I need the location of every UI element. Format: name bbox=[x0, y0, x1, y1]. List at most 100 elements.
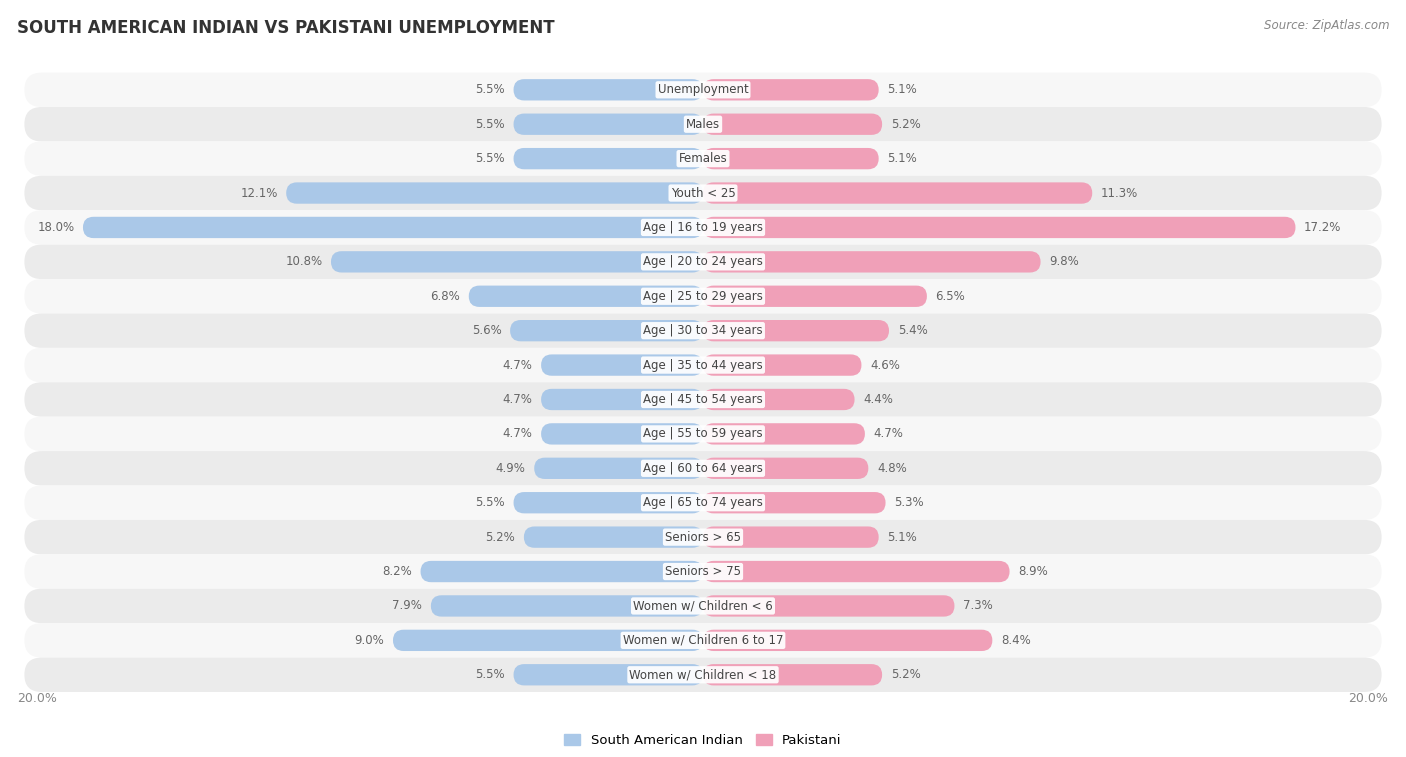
Text: Age | 60 to 64 years: Age | 60 to 64 years bbox=[643, 462, 763, 475]
FancyBboxPatch shape bbox=[703, 285, 927, 307]
Legend: South American Indian, Pakistani: South American Indian, Pakistani bbox=[560, 728, 846, 752]
FancyBboxPatch shape bbox=[24, 279, 1382, 313]
Text: Seniors > 65: Seniors > 65 bbox=[665, 531, 741, 544]
FancyBboxPatch shape bbox=[24, 623, 1382, 658]
Text: 11.3%: 11.3% bbox=[1101, 186, 1137, 200]
Text: 5.1%: 5.1% bbox=[887, 531, 917, 544]
FancyBboxPatch shape bbox=[392, 630, 703, 651]
Text: Women w/ Children < 18: Women w/ Children < 18 bbox=[630, 668, 776, 681]
Text: Age | 55 to 59 years: Age | 55 to 59 years bbox=[643, 428, 763, 441]
FancyBboxPatch shape bbox=[703, 148, 879, 170]
Text: 5.1%: 5.1% bbox=[887, 152, 917, 165]
Text: Females: Females bbox=[679, 152, 727, 165]
Text: Age | 65 to 74 years: Age | 65 to 74 years bbox=[643, 497, 763, 509]
Text: 18.0%: 18.0% bbox=[37, 221, 75, 234]
Text: Age | 45 to 54 years: Age | 45 to 54 years bbox=[643, 393, 763, 406]
FancyBboxPatch shape bbox=[24, 73, 1382, 107]
FancyBboxPatch shape bbox=[703, 79, 879, 101]
Text: 5.3%: 5.3% bbox=[894, 497, 924, 509]
FancyBboxPatch shape bbox=[420, 561, 703, 582]
FancyBboxPatch shape bbox=[24, 554, 1382, 589]
Text: 4.8%: 4.8% bbox=[877, 462, 907, 475]
FancyBboxPatch shape bbox=[703, 114, 882, 135]
Text: 8.9%: 8.9% bbox=[1018, 565, 1047, 578]
FancyBboxPatch shape bbox=[703, 458, 869, 479]
FancyBboxPatch shape bbox=[430, 595, 703, 617]
Text: 12.1%: 12.1% bbox=[240, 186, 277, 200]
Text: 8.2%: 8.2% bbox=[382, 565, 412, 578]
FancyBboxPatch shape bbox=[703, 182, 1092, 204]
Text: 10.8%: 10.8% bbox=[285, 255, 322, 268]
Text: 9.0%: 9.0% bbox=[354, 634, 384, 646]
FancyBboxPatch shape bbox=[703, 561, 1010, 582]
FancyBboxPatch shape bbox=[24, 382, 1382, 416]
Text: 5.5%: 5.5% bbox=[475, 118, 505, 131]
Text: 5.5%: 5.5% bbox=[475, 497, 505, 509]
FancyBboxPatch shape bbox=[703, 389, 855, 410]
Text: 5.2%: 5.2% bbox=[891, 118, 921, 131]
Text: 4.6%: 4.6% bbox=[870, 359, 900, 372]
Text: 5.5%: 5.5% bbox=[475, 668, 505, 681]
FancyBboxPatch shape bbox=[24, 107, 1382, 142]
FancyBboxPatch shape bbox=[24, 313, 1382, 348]
Text: 4.7%: 4.7% bbox=[502, 359, 533, 372]
FancyBboxPatch shape bbox=[24, 658, 1382, 692]
FancyBboxPatch shape bbox=[513, 664, 703, 685]
Text: Youth < 25: Youth < 25 bbox=[671, 186, 735, 200]
Text: Age | 35 to 44 years: Age | 35 to 44 years bbox=[643, 359, 763, 372]
FancyBboxPatch shape bbox=[24, 485, 1382, 520]
Text: Seniors > 75: Seniors > 75 bbox=[665, 565, 741, 578]
FancyBboxPatch shape bbox=[513, 148, 703, 170]
FancyBboxPatch shape bbox=[703, 354, 862, 375]
FancyBboxPatch shape bbox=[703, 630, 993, 651]
Text: 4.9%: 4.9% bbox=[496, 462, 526, 475]
Text: SOUTH AMERICAN INDIAN VS PAKISTANI UNEMPLOYMENT: SOUTH AMERICAN INDIAN VS PAKISTANI UNEMP… bbox=[17, 19, 554, 37]
Text: 6.8%: 6.8% bbox=[430, 290, 460, 303]
Text: 7.9%: 7.9% bbox=[392, 600, 422, 612]
FancyBboxPatch shape bbox=[510, 320, 703, 341]
Text: 4.7%: 4.7% bbox=[502, 393, 533, 406]
Text: 6.5%: 6.5% bbox=[935, 290, 966, 303]
FancyBboxPatch shape bbox=[541, 354, 703, 375]
Text: 17.2%: 17.2% bbox=[1305, 221, 1341, 234]
FancyBboxPatch shape bbox=[703, 664, 882, 685]
Text: 4.7%: 4.7% bbox=[502, 428, 533, 441]
Text: Age | 16 to 19 years: Age | 16 to 19 years bbox=[643, 221, 763, 234]
FancyBboxPatch shape bbox=[513, 79, 703, 101]
Text: 4.7%: 4.7% bbox=[873, 428, 904, 441]
Text: 5.2%: 5.2% bbox=[891, 668, 921, 681]
FancyBboxPatch shape bbox=[24, 348, 1382, 382]
Text: 5.5%: 5.5% bbox=[475, 152, 505, 165]
Text: 5.5%: 5.5% bbox=[475, 83, 505, 96]
FancyBboxPatch shape bbox=[468, 285, 703, 307]
Text: Males: Males bbox=[686, 118, 720, 131]
Text: Age | 20 to 24 years: Age | 20 to 24 years bbox=[643, 255, 763, 268]
FancyBboxPatch shape bbox=[83, 217, 703, 238]
FancyBboxPatch shape bbox=[330, 251, 703, 273]
FancyBboxPatch shape bbox=[513, 492, 703, 513]
Text: 9.8%: 9.8% bbox=[1049, 255, 1078, 268]
FancyBboxPatch shape bbox=[703, 251, 1040, 273]
Text: 5.4%: 5.4% bbox=[897, 324, 928, 337]
FancyBboxPatch shape bbox=[703, 595, 955, 617]
FancyBboxPatch shape bbox=[513, 114, 703, 135]
Text: 8.4%: 8.4% bbox=[1001, 634, 1031, 646]
Text: 5.1%: 5.1% bbox=[887, 83, 917, 96]
FancyBboxPatch shape bbox=[541, 423, 703, 444]
FancyBboxPatch shape bbox=[24, 210, 1382, 245]
FancyBboxPatch shape bbox=[24, 176, 1382, 210]
FancyBboxPatch shape bbox=[24, 451, 1382, 485]
FancyBboxPatch shape bbox=[703, 217, 1295, 238]
FancyBboxPatch shape bbox=[703, 492, 886, 513]
FancyBboxPatch shape bbox=[24, 589, 1382, 623]
Text: Age | 25 to 29 years: Age | 25 to 29 years bbox=[643, 290, 763, 303]
FancyBboxPatch shape bbox=[24, 142, 1382, 176]
FancyBboxPatch shape bbox=[703, 526, 879, 548]
FancyBboxPatch shape bbox=[24, 245, 1382, 279]
Text: Women w/ Children < 6: Women w/ Children < 6 bbox=[633, 600, 773, 612]
Text: Source: ZipAtlas.com: Source: ZipAtlas.com bbox=[1264, 19, 1389, 32]
Text: 20.0%: 20.0% bbox=[17, 692, 58, 705]
FancyBboxPatch shape bbox=[541, 389, 703, 410]
FancyBboxPatch shape bbox=[287, 182, 703, 204]
Text: 5.2%: 5.2% bbox=[485, 531, 515, 544]
